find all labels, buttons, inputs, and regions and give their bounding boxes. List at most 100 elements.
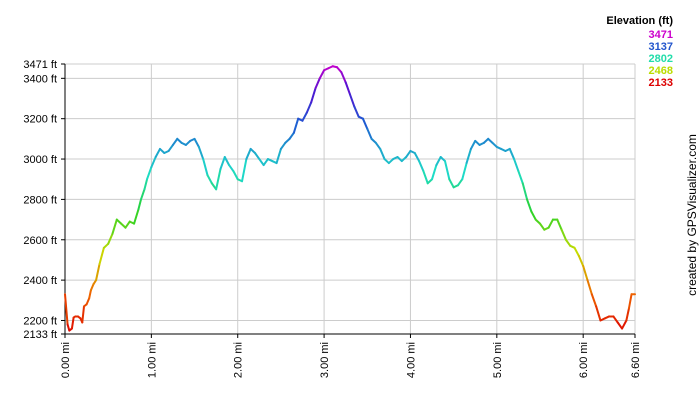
elevation-segment — [418, 160, 425, 173]
elevation-segment — [577, 254, 585, 267]
elevation-segment — [366, 127, 373, 140]
x-tick-label: 6.00 mi — [578, 342, 590, 378]
elevation-segment — [530, 210, 537, 221]
y-tick-label: 2600 ft — [23, 235, 57, 247]
elevation-segment — [456, 178, 464, 187]
elevation-segment — [573, 246, 580, 257]
x-tick-label: 2.00 mi — [233, 342, 245, 378]
elevation-segment — [154, 147, 161, 159]
elevation-segment — [461, 162, 468, 181]
elevation-segment — [612, 315, 619, 324]
elevation-segment — [379, 147, 386, 161]
x-tick-label: 6.60 mi — [630, 342, 642, 378]
y-tick-label: 3400 ft — [23, 73, 57, 85]
elevation-segment — [318, 69, 326, 80]
elevation-segment — [586, 279, 593, 296]
x-tick-label: 3.00 mi — [319, 342, 331, 378]
elevation-segment — [258, 158, 265, 167]
elevation-segment — [107, 232, 114, 245]
x-axis-ticks: 0.00 mi 1.00 mi 2.00 mi 3.00 mi 4.00 mi 5.00 … — [60, 334, 642, 378]
elevation-segment — [413, 151, 421, 163]
elevation-segment — [539, 222, 546, 231]
elevation-segment — [133, 208, 140, 225]
elevation-segment — [435, 156, 442, 167]
elevation-segment — [241, 158, 248, 183]
elevation-segment — [508, 147, 516, 161]
elevation-segment — [590, 293, 598, 308]
y-tick-label: 2800 ft — [23, 194, 57, 206]
legend-title: Elevation (ft) — [606, 15, 673, 27]
elevation-segment — [215, 168, 222, 191]
elevation-segment — [111, 218, 118, 235]
credit-text: created by GPSVisualizer.com — [685, 134, 699, 296]
elevation-segment — [521, 182, 529, 201]
legend-entry: 3471 — [649, 29, 673, 41]
elevation-segment — [232, 170, 239, 181]
elevation-segment — [228, 164, 235, 173]
elevation-segment — [167, 143, 174, 152]
legend-entry: 2133 — [649, 77, 673, 89]
elevation-segment — [616, 321, 624, 330]
x-tick-label: 4.00 mi — [405, 342, 417, 378]
elevation-segment — [422, 170, 429, 185]
elevation-segment — [625, 307, 630, 322]
elevation-segment — [448, 178, 455, 189]
elevation-segment — [202, 158, 209, 177]
elevation-segment — [556, 218, 563, 231]
elevation-segment — [150, 156, 157, 169]
elevation-segment — [627, 293, 633, 310]
elevation-segment — [310, 87, 317, 104]
elevation-segment — [70, 316, 75, 330]
elevation-segment — [140, 188, 146, 201]
y-tick-label: 3471 ft — [23, 59, 57, 71]
elevation-segment — [582, 264, 589, 282]
elevation-segment — [81, 305, 85, 324]
elevation-segment — [124, 220, 131, 229]
elevation-segment — [547, 218, 554, 229]
elevation-segment — [64, 293, 69, 326]
elevation-segment — [88, 289, 92, 300]
legend-entry: 3137 — [649, 41, 673, 53]
legend-entry: 2468 — [649, 65, 673, 77]
elevation-segment — [517, 170, 524, 185]
elevation-segment — [526, 198, 533, 213]
elevation-segment — [95, 262, 101, 282]
elevation-segment — [262, 158, 269, 167]
elevation-segment — [564, 238, 572, 247]
y-tick-label: 2133 ft — [23, 329, 57, 341]
elevation-segment — [206, 174, 213, 185]
elevation-segment — [292, 117, 300, 134]
elevation-segment — [279, 141, 287, 150]
elevation-segment — [344, 81, 351, 96]
y-axis-ticks: 3471 ft 3400 ft 3200 ft 3000 ft 2800 ft 2600 … — [23, 59, 65, 341]
legend-entry: 2802 — [649, 53, 673, 65]
elevation-segment — [288, 131, 295, 140]
elevation-segment — [353, 105, 360, 118]
elevation-segment — [219, 156, 226, 171]
elevation-segment — [275, 147, 282, 165]
elevation-segment — [89, 283, 95, 292]
elevation-segment — [431, 164, 438, 181]
elevation-segment — [254, 151, 261, 161]
elevation-segment — [143, 178, 149, 191]
elevation-segment — [223, 156, 231, 167]
elevation-segment — [245, 147, 252, 161]
elevation-segment — [85, 297, 91, 306]
elevation-segment — [405, 149, 412, 159]
elevation-segment — [137, 198, 142, 211]
elevation-segment — [336, 66, 343, 74]
elevation-segment — [301, 111, 308, 122]
elevation-segment — [146, 166, 153, 181]
elevation-segment — [314, 77, 321, 90]
x-tick-label: 5.00 mi — [492, 342, 504, 378]
elevation-segment — [305, 101, 313, 114]
elevation-segment — [197, 145, 205, 161]
elevation-segment — [349, 93, 356, 108]
y-tick-label: 2200 ft — [23, 315, 57, 327]
elevation-segment — [560, 228, 567, 241]
x-tick-label: 0.00 mi — [60, 342, 72, 378]
elevation-segment — [340, 71, 347, 84]
y-tick-label: 2400 ft — [23, 275, 57, 287]
elevation-segment — [444, 160, 451, 181]
